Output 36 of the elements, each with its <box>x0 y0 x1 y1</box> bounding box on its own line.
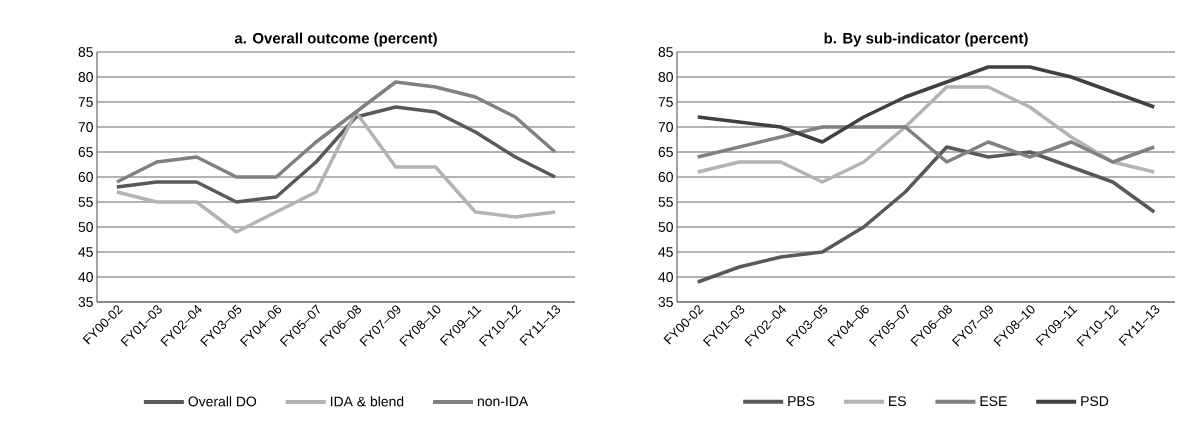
y-tick-label: 40 <box>78 272 93 282</box>
y-tick-label: 70 <box>78 122 93 132</box>
y-tick-label: 65 <box>78 147 93 157</box>
legend-label: IDA & blend <box>330 396 404 407</box>
y-tick-label: 40 <box>658 272 673 282</box>
y-tick-label: 65 <box>658 147 673 157</box>
legend-label: Overall DO <box>188 396 257 407</box>
y-tick-label: 75 <box>658 97 673 107</box>
y-tick-label: 85 <box>658 47 673 57</box>
chart-title: a. Overall outcome (percent) <box>234 32 437 47</box>
y-tick-label: 55 <box>658 197 673 207</box>
line-series <box>115 105 557 204</box>
y-tick-label: 80 <box>658 72 673 82</box>
y-tick-label: 45 <box>78 247 93 257</box>
y-tick-label: 60 <box>658 172 673 182</box>
y-tick-label: 50 <box>658 222 673 232</box>
y-tick-label: 55 <box>78 197 93 207</box>
y-tick-label: 60 <box>78 172 93 182</box>
legend-label: non-IDA <box>477 396 529 407</box>
legend-label: PBS <box>788 396 815 407</box>
legend-label: ESE <box>980 396 1007 407</box>
chart-title: b. By sub-indicator (percent) <box>824 32 1028 47</box>
y-tick-label: 85 <box>78 47 93 57</box>
line-series <box>696 85 1157 184</box>
legend-label: ES <box>889 396 906 407</box>
line-series <box>696 145 1157 284</box>
y-tick-label: 35 <box>658 297 673 307</box>
line-series <box>115 110 557 234</box>
y-tick-label: 80 <box>78 72 93 82</box>
y-tick-label: 75 <box>78 97 93 107</box>
y-tick-label: 35 <box>78 297 93 307</box>
line-series <box>115 80 557 184</box>
y-tick-label: 70 <box>658 122 673 132</box>
y-tick-label: 45 <box>658 247 673 257</box>
legend-label: PSD <box>1081 396 1109 407</box>
y-tick-label: 50 <box>78 222 93 232</box>
